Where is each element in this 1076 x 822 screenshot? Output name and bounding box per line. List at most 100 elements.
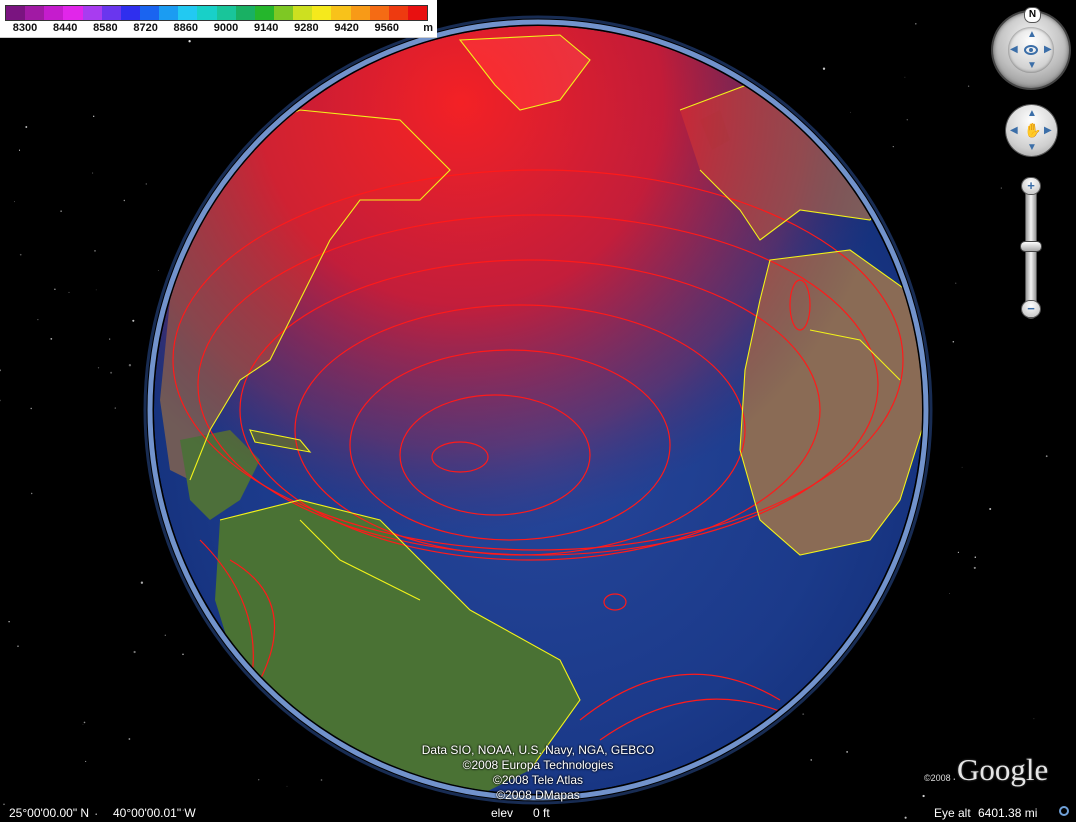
legend-swatch (44, 6, 64, 20)
star (904, 76, 906, 78)
move-right-icon[interactable]: ▶ (1044, 125, 1052, 136)
star (132, 319, 135, 322)
star (953, 778, 955, 780)
google-logo: Google (957, 752, 1049, 787)
star (286, 785, 288, 787)
star (128, 738, 131, 740)
legend-swatch (388, 6, 408, 20)
attribution-line: ©2008 Europa Technologies (462, 758, 614, 772)
look-down-icon[interactable]: ▼ (1027, 60, 1037, 71)
legend-swatch (63, 6, 83, 20)
legend-swatch (25, 6, 45, 20)
move-up-icon[interactable]: ▲ (1027, 108, 1037, 119)
legend-color-bar (5, 5, 428, 21)
star (957, 551, 960, 554)
look-up-icon[interactable]: ▲ (1027, 29, 1037, 40)
legend-swatch (273, 6, 294, 20)
legend-swatch (82, 6, 102, 20)
legend-swatch (178, 6, 198, 20)
star (1033, 718, 1035, 720)
elevation-value: 0 ft (533, 806, 550, 820)
streaming-indicator-icon (1059, 806, 1069, 816)
star (19, 253, 22, 256)
star (30, 407, 32, 410)
look-right-icon[interactable]: ▶ (1044, 44, 1052, 55)
star (955, 282, 957, 284)
status-bar: 25°00'00.00" N 40°00'00.01" W elev 0 ft … (0, 804, 1076, 822)
zoom-out-button[interactable]: − (1022, 301, 1040, 317)
star (8, 620, 10, 623)
star (128, 364, 132, 367)
legend-tick-labels: 8300 8440 8580 8720 8860 9000 9140 9280 9420 9560 (0, 22, 437, 36)
legend-tick-label: 9560 (374, 22, 400, 34)
star (501, 813, 504, 816)
latitude-readout: 25°00'00.00" N (9, 806, 90, 820)
attribution-line: ©2008 Tele Atlas (492, 773, 584, 787)
star (93, 115, 95, 117)
eye-altitude-value: 6401.38 mi (978, 806, 1038, 820)
star (967, 85, 970, 87)
star (97, 367, 100, 369)
star (846, 751, 848, 753)
legend-swatch (197, 6, 217, 20)
star (1000, 187, 1002, 189)
longitude-readout: 40°00'00.01" W (113, 806, 196, 820)
move-left-icon[interactable]: ◀ (1010, 125, 1018, 136)
attribution-line: Data SIO, NOAA, U.S. Navy, NGA, GEBCO (421, 743, 655, 757)
star (109, 338, 111, 340)
star (974, 556, 977, 558)
star (952, 340, 955, 343)
star (60, 210, 62, 212)
legend-unit-label: m (423, 22, 433, 34)
star (810, 759, 812, 761)
star (145, 183, 148, 185)
star (157, 270, 159, 271)
legend-swatch (159, 6, 179, 20)
zoom-in-button[interactable]: + (1022, 178, 1040, 194)
star (95, 813, 97, 815)
star (164, 634, 166, 636)
star (54, 288, 56, 290)
eye-icon (1024, 45, 1038, 55)
star (82, 723, 84, 725)
legend-swatch (235, 6, 255, 20)
legend-swatch (216, 6, 236, 20)
elevation-label: elev (491, 806, 514, 820)
star (822, 67, 826, 70)
geopotential-heat-overlay (154, 26, 922, 794)
star (182, 653, 184, 656)
star (802, 713, 805, 715)
star (110, 371, 113, 374)
star (50, 337, 53, 340)
move-down-icon[interactable]: ▼ (1027, 142, 1037, 153)
legend-tick-label: 8860 (173, 22, 199, 34)
legend-swatch (120, 6, 140, 20)
legend-swatch (407, 6, 428, 20)
legend-tick-label: 8440 (52, 22, 78, 34)
star (17, 645, 19, 647)
legend-tick-label: 8300 (12, 22, 38, 34)
look-control[interactable]: ▲ ▼ ◀ ▶ (993, 12, 1069, 88)
legend-tick-label: 8720 (133, 22, 158, 34)
data-attribution: Data SIO, NOAA, U.S. Navy, NGA, GEBCO ©2… (422, 743, 655, 803)
star (922, 794, 925, 798)
eye-altitude-label: Eye alt (934, 806, 971, 820)
star (18, 149, 21, 151)
star (133, 650, 136, 654)
star (0, 399, 1, 402)
zoom-slider-thumb[interactable] (1021, 242, 1041, 251)
contour-lines (172, 169, 904, 741)
star (904, 816, 907, 819)
star (37, 319, 39, 321)
north-indicator[interactable]: N (1024, 7, 1041, 23)
move-control[interactable]: ▲ ▼ ◀ ▶ ✋ (1006, 105, 1057, 156)
legend-tick-label: 9280 (294, 22, 319, 34)
legend-swatch (139, 6, 160, 20)
star (320, 779, 323, 781)
look-joystick[interactable]: ▲ ▼ ◀ ▶ (1008, 27, 1054, 73)
star (140, 581, 144, 584)
look-left-icon[interactable]: ◀ (1010, 44, 1018, 55)
star (989, 507, 992, 511)
